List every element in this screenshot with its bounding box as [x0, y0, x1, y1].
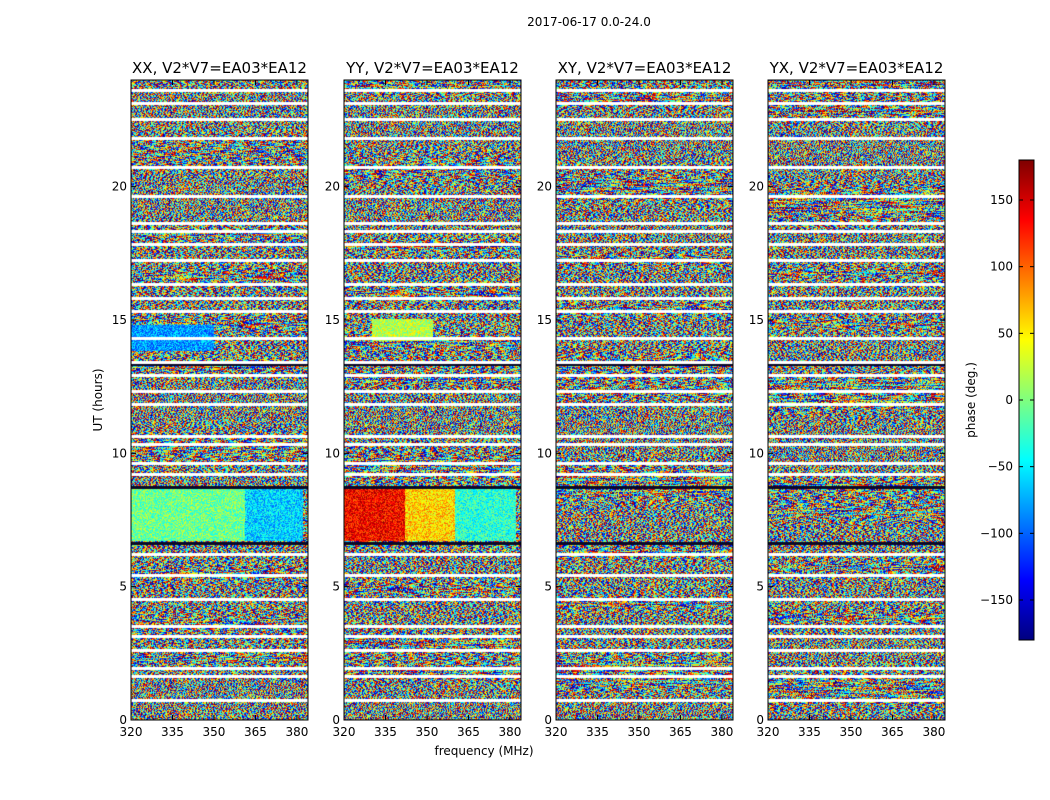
colorbar: −150 −100 −50 0 50 100 150 phase (deg.)	[964, 159, 1035, 641]
colorbar-ticks: −150 −100 −50 0 50 100 150	[980, 193, 1034, 607]
y-tick-label: 0	[544, 713, 552, 727]
y-tick-label: 15	[537, 313, 552, 327]
y-tick-label: 15	[112, 313, 127, 327]
colorbar-tick-label: 150	[990, 193, 1013, 207]
y-tick-label: 5	[119, 580, 127, 594]
y-tick-label: 5	[332, 580, 340, 594]
y-tick-label: 20	[112, 180, 127, 194]
x-tick-label: 380	[285, 725, 308, 739]
x-tick-label: 335	[586, 725, 609, 739]
x-tick-label: 365	[244, 725, 267, 739]
y-tick-label: 10	[112, 446, 127, 460]
x-tick-label: 350	[416, 725, 439, 739]
colorbar-label: phase (deg.)	[964, 362, 978, 438]
panel-title: XY, V2*V7=EA03*EA12	[558, 59, 732, 77]
x-tick-label: 380	[710, 725, 733, 739]
x-tick-label: 320	[757, 725, 780, 739]
x-tick-label: 365	[669, 725, 692, 739]
y-tick-label: 15	[325, 313, 340, 327]
x-tick-label: 335	[161, 725, 184, 739]
x-tick-label: 320	[545, 725, 568, 739]
panels: XX, V2*V7=EA03*EA12 320 335 350 365 380 0 5 10 15…	[112, 59, 946, 739]
y-tick-label: 20	[325, 180, 340, 194]
y-tick-label: 15	[749, 313, 764, 327]
phase-image	[768, 80, 945, 720]
y-tick-label: 10	[537, 446, 552, 460]
figure-title: 2017-06-17 0.0-24.0	[527, 15, 651, 29]
x-tick-label: 350	[628, 725, 651, 739]
colorbar-tick-label: −100	[980, 526, 1013, 540]
x-tick-label: 335	[374, 725, 397, 739]
panel-title: YX, V2*V7=EA03*EA12	[769, 59, 944, 77]
phase-image	[131, 80, 308, 720]
x-tick-label: 335	[798, 725, 821, 739]
panel: XY, V2*V7=EA03*EA12 320 335 350 365 380 0 5 10 15…	[537, 59, 734, 739]
y-tick-label: 5	[544, 580, 552, 594]
y-axis-label: UT (hours)	[91, 368, 105, 431]
colorbar-tick-label: 100	[990, 260, 1013, 274]
y-tick-label: 0	[119, 713, 127, 727]
x-tick-label: 365	[457, 725, 480, 739]
x-tick-label: 320	[333, 725, 356, 739]
x-tick-label: 350	[840, 725, 863, 739]
y-tick-label: 20	[537, 180, 552, 194]
phase-image	[556, 80, 733, 720]
y-tick-label: 10	[749, 446, 764, 460]
y-tick-label: 5	[756, 580, 764, 594]
panel: YY, V2*V7=EA03*EA12 320 335 350 365 380 0 5 10 15…	[325, 59, 522, 739]
x-tick-label: 365	[881, 725, 904, 739]
x-tick-label: 380	[922, 725, 945, 739]
colorbar-tick-label: 50	[998, 326, 1013, 340]
colorbar-tick-label: −150	[980, 593, 1013, 607]
y-tick-label: 10	[325, 446, 340, 460]
y-tick-label: 20	[749, 180, 764, 194]
colorbar-tick-label: 0	[1005, 393, 1013, 407]
x-axis-label: frequency (MHz)	[434, 744, 533, 758]
panel-frame	[343, 79, 522, 721]
panel-frame	[767, 79, 946, 721]
x-tick-label: 350	[203, 725, 226, 739]
panel-frame	[555, 79, 734, 721]
panel: YX, V2*V7=EA03*EA12 320 335 350 365 380 0 5 10 15…	[749, 59, 946, 739]
y-tick-label: 0	[332, 713, 340, 727]
x-tick-label: 320	[120, 725, 143, 739]
panel-frame	[130, 79, 309, 721]
phase-image	[344, 80, 521, 720]
panel-title: XX, V2*V7=EA03*EA12	[132, 59, 307, 77]
colorbar-tick-label: −50	[988, 460, 1013, 474]
x-tick-label: 380	[498, 725, 521, 739]
panel: XX, V2*V7=EA03*EA12 320 335 350 365 380 0 5 10 15…	[112, 59, 309, 739]
panel-title: YY, V2*V7=EA03*EA12	[345, 59, 519, 77]
y-tick-label: 0	[756, 713, 764, 727]
